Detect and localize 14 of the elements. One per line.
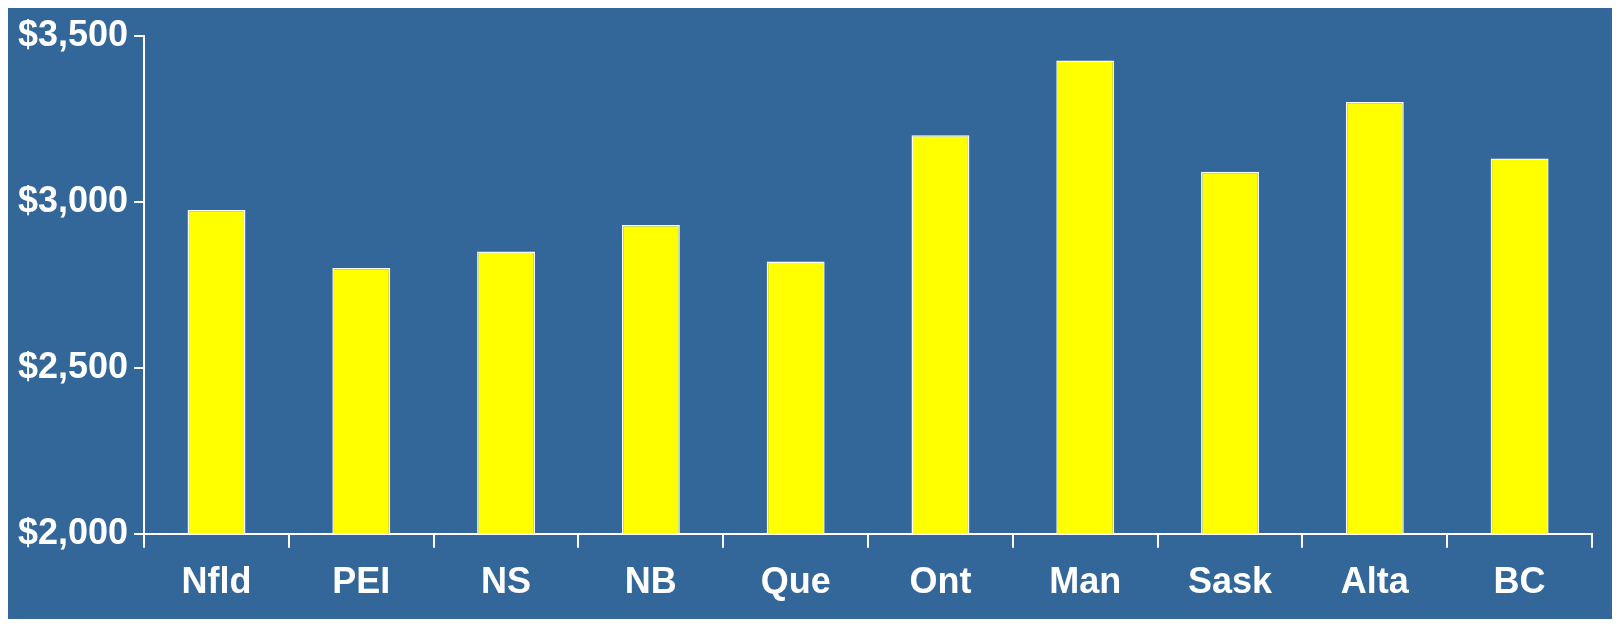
- x-tick-label: NS: [481, 560, 532, 602]
- x-tick-label: PEI: [332, 560, 391, 602]
- y-tick-label: $2,000: [18, 510, 129, 552]
- y-tick-label: $3,000: [18, 178, 129, 220]
- x-tick-label: Nfld: [181, 560, 252, 602]
- y-tick-label: $3,500: [18, 12, 129, 54]
- x-tick-label: Que: [760, 560, 831, 602]
- x-tick-label: Sask: [1187, 560, 1274, 602]
- y-tick-label: $2,500: [18, 344, 129, 386]
- x-tick-label: NB: [624, 560, 677, 602]
- x-tick-label: Man: [1049, 560, 1122, 602]
- x-tick-label: Alta: [1340, 560, 1410, 602]
- x-tick-label: BC: [1493, 560, 1546, 602]
- x-tick-label: Ont: [909, 560, 972, 602]
